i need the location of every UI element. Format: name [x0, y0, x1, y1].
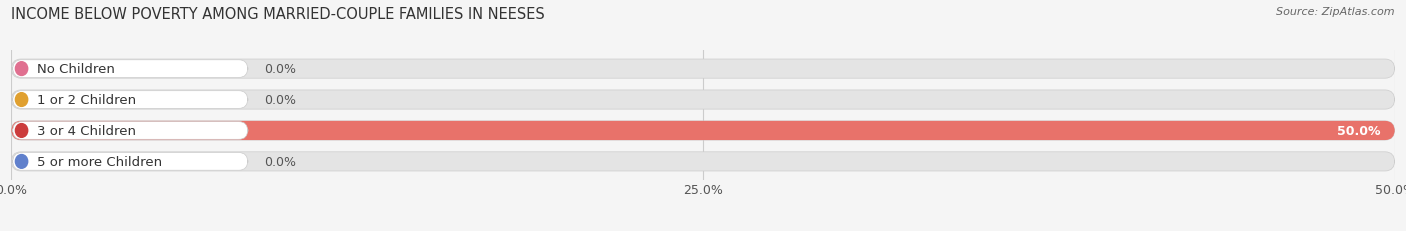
- FancyBboxPatch shape: [11, 121, 1395, 140]
- Text: 0.0%: 0.0%: [264, 63, 297, 76]
- FancyBboxPatch shape: [11, 121, 1395, 140]
- FancyBboxPatch shape: [13, 122, 247, 140]
- Circle shape: [15, 62, 28, 76]
- Text: 5 or more Children: 5 or more Children: [38, 155, 163, 168]
- FancyBboxPatch shape: [13, 61, 247, 78]
- FancyBboxPatch shape: [13, 91, 247, 109]
- Text: Source: ZipAtlas.com: Source: ZipAtlas.com: [1277, 7, 1395, 17]
- Text: 3 or 4 Children: 3 or 4 Children: [38, 125, 136, 137]
- Text: 0.0%: 0.0%: [264, 94, 297, 106]
- Circle shape: [15, 124, 28, 138]
- Circle shape: [15, 155, 28, 169]
- Text: INCOME BELOW POVERTY AMONG MARRIED-COUPLE FAMILIES IN NEESES: INCOME BELOW POVERTY AMONG MARRIED-COUPL…: [11, 7, 546, 22]
- Text: No Children: No Children: [38, 63, 115, 76]
- Text: 0.0%: 0.0%: [264, 155, 297, 168]
- FancyBboxPatch shape: [11, 152, 1395, 171]
- Circle shape: [15, 93, 28, 107]
- Text: 50.0%: 50.0%: [1337, 125, 1381, 137]
- FancyBboxPatch shape: [11, 91, 1395, 110]
- FancyBboxPatch shape: [11, 60, 1395, 79]
- FancyBboxPatch shape: [13, 153, 247, 170]
- Text: 1 or 2 Children: 1 or 2 Children: [38, 94, 136, 106]
